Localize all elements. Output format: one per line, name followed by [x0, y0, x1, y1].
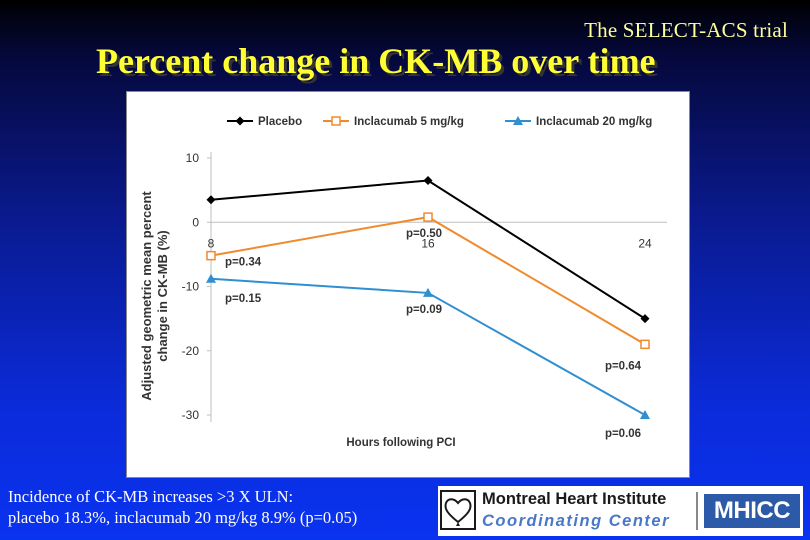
x-tick-label: 16: [421, 236, 435, 250]
data-point-series-2: [206, 250, 216, 261]
x-tick-label: 24: [638, 236, 652, 250]
data-point-series-1: [640, 314, 650, 324]
data-point-series-3: [206, 273, 216, 283]
data-point-series-2: [423, 212, 433, 222]
legend-marker: [235, 116, 245, 126]
y-tick-label: -20: [182, 344, 200, 358]
institute-logo-banner: Montreal Heart Institute Coordinating Ce…: [438, 486, 803, 536]
legend-label: Placebo: [258, 116, 302, 128]
p-value-annotation: p=0.64: [605, 360, 642, 372]
line-chart: 10 0 -10 -20 -30 8 16 24 Hours following PCI Adju…: [126, 91, 690, 478]
legend-label: Inclacumab 5 mg/kg: [354, 116, 464, 128]
caption-line-1: Incidence of CK-MB increases >3 X ULN:: [8, 487, 294, 506]
slide-title: Percent change in CK-MB over time: [96, 41, 656, 81]
legend-marker: [513, 116, 523, 125]
caption: Incidence of CK-MB increases >3 X ULN: p…: [8, 486, 357, 528]
data-point-series-1: [206, 195, 216, 205]
y-axis-label-line-2: change in CK-MB (%): [155, 230, 170, 361]
data-point-series-3: [640, 410, 650, 419]
caption-line-2: placebo 18.3%, inclacumab 20 mg/kg 8.9% …: [8, 508, 358, 527]
institute-name: Montreal Heart Institute: [482, 490, 667, 508]
y-tick-label: 10: [186, 151, 200, 165]
legend-label: Inclacumab 20 mg/kg: [536, 116, 652, 128]
mhicc-logo: MHICC: [704, 494, 800, 528]
y-tick-label: -10: [182, 280, 200, 294]
series-line-3: [210, 277, 646, 416]
center-name: Coordinating Center: [482, 512, 670, 530]
heart-logo-icon: [440, 490, 476, 530]
p-value-annotation: p=0.34: [225, 257, 262, 269]
p-value-annotation: p=0.15: [225, 293, 262, 305]
data-point-series-3: [423, 287, 433, 297]
data-point-series-1: [423, 175, 433, 185]
heart-icon: [444, 498, 472, 526]
y-tick-label: -30: [182, 408, 200, 422]
p-value-annotation: p=0.06: [605, 428, 641, 440]
y-axis-label-line-1: Adjusted geometric mean percent: [139, 191, 154, 401]
y-tick-label: 0: [192, 215, 199, 229]
data-point-series-2: [640, 339, 650, 350]
p-value-annotation: p=0.50: [406, 228, 442, 240]
logo-divider: [696, 492, 698, 530]
legend-marker: [331, 116, 341, 126]
p-value-annotation: p=0.09: [406, 304, 442, 316]
x-axis-label: Hours following PCI: [346, 437, 455, 449]
trial-name: The SELECT-ACS trial: [584, 18, 788, 42]
chart-canvas: 10 0 -10 -20 -30 8 16 24 Hours following PCI Adju…: [139, 116, 667, 449]
x-tick-label: 8: [208, 236, 215, 250]
